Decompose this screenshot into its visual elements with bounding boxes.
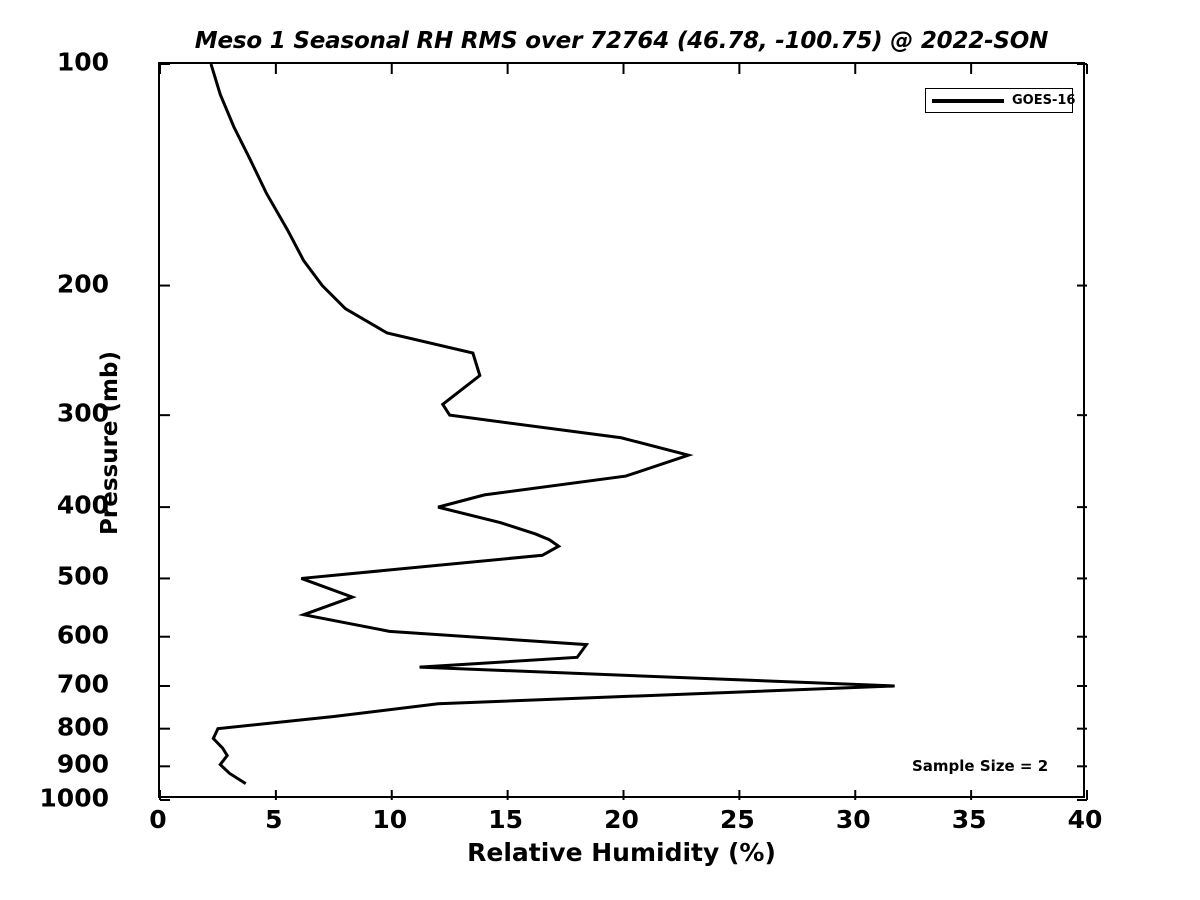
x-tick-label: 20 — [604, 805, 639, 834]
x-tick-label: 35 — [951, 805, 987, 834]
y-tick-label: 100 — [56, 47, 109, 77]
y-tick-label: 900 — [56, 749, 109, 779]
x-tick-label: 15 — [488, 805, 524, 834]
x-axis-label: Relative Humidity (%) — [467, 838, 776, 867]
x-tick-label: 40 — [1067, 805, 1103, 834]
legend-line-swatch-goes-16 — [932, 98, 1004, 103]
y-tick-label: 600 — [56, 620, 109, 650]
axis-tickmarks — [159, 63, 1088, 801]
y-tick-label: 500 — [56, 561, 109, 591]
sample-size-annotation: Sample Size = 2 — [912, 757, 1049, 775]
y-axis-label: Pressure (mb) — [97, 351, 123, 535]
plot-area — [158, 62, 1088, 801]
y-tick-label: 400 — [56, 490, 109, 520]
y-tick-label: 200 — [56, 269, 109, 299]
data-series-canvas — [159, 63, 1088, 801]
y-tick-label: 300 — [56, 398, 109, 428]
page-title: Meso 1 Seasonal RH RMS over 72764 (46.78… — [194, 28, 1049, 54]
y-tick-label: 1000 — [39, 783, 109, 813]
line-series-goes-16 — [209, 63, 895, 785]
legend: GOES-16 — [925, 88, 1076, 113]
x-tick-label: 5 — [265, 805, 283, 834]
y-tick-label: 800 — [56, 712, 109, 742]
x-tick-label: 30 — [835, 805, 871, 834]
x-tick-label: 10 — [372, 805, 408, 834]
legend-label-goes-16: GOES-16 — [1012, 93, 1076, 108]
x-tick-label: 25 — [719, 805, 755, 834]
x-tick-label: 0 — [149, 805, 167, 834]
y-tick-label: 700 — [56, 669, 109, 699]
